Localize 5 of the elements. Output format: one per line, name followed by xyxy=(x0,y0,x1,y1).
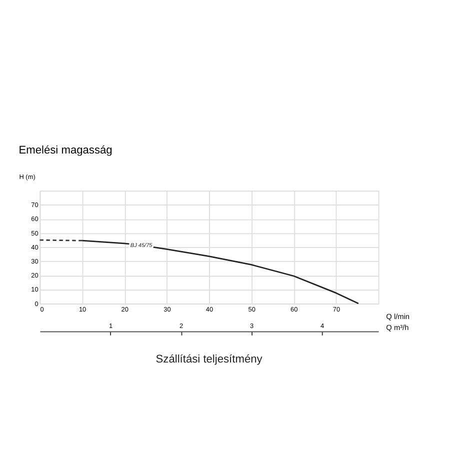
x-axis-title: Q l/min xyxy=(386,312,410,321)
x2-axis-title: Q m³/h xyxy=(386,322,409,332)
text: Szállítási teljesítmény xyxy=(156,354,263,366)
chart-title: Emelési magasság xyxy=(18,144,112,157)
line-series xyxy=(81,240,360,304)
